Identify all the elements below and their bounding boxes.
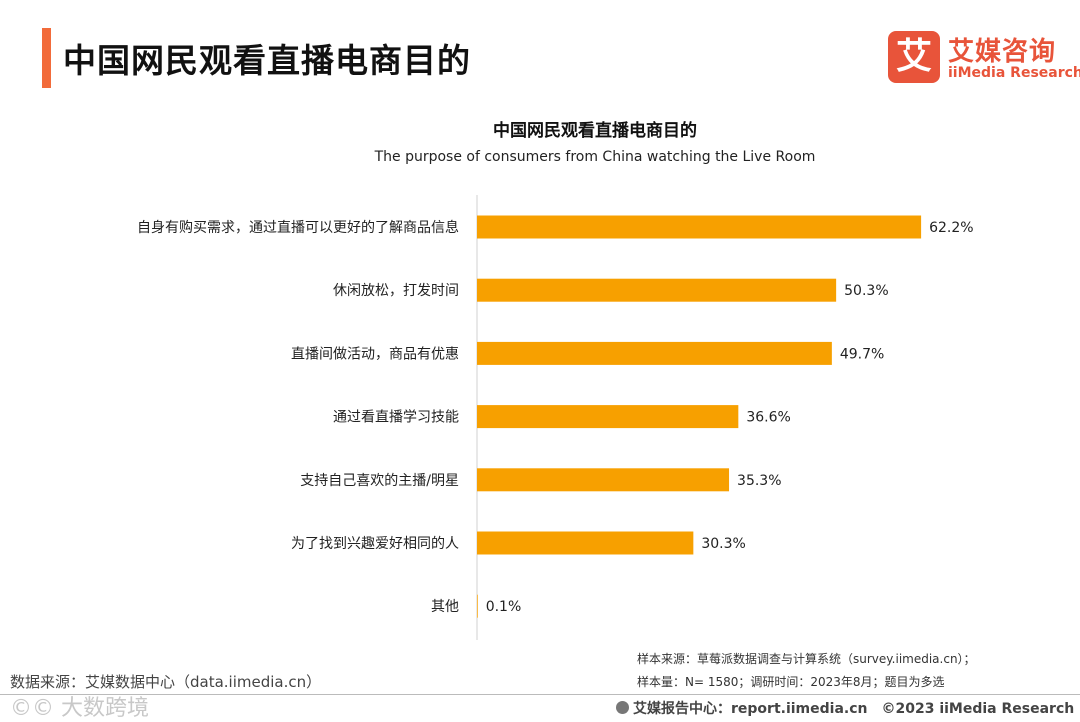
- bar: [477, 279, 836, 302]
- bar: [477, 468, 729, 491]
- category-label: 自身有购买需求，通过直播可以更好的了解商品信息: [137, 219, 459, 236]
- data-source-note: 数据来源：艾媒数据中心（data.iimedia.cn）: [10, 671, 321, 692]
- value-label: 50.3%: [844, 283, 888, 299]
- copyright-text: ©2023 iiMedia Research Inc: [882, 701, 1080, 717]
- category-label: 通过看直播学习技能: [333, 409, 459, 426]
- report-center-icon: [616, 701, 629, 714]
- value-label: 35.3%: [737, 473, 781, 489]
- value-label: 0.1%: [486, 599, 522, 615]
- value-label: 62.2%: [929, 220, 973, 236]
- bar: [477, 405, 738, 428]
- report-center-link[interactable]: 艾媒报告中心：report.iimedia.cn: [633, 701, 868, 717]
- bar: [477, 342, 832, 365]
- footer-divider: [0, 694, 1080, 695]
- value-label: 36.6%: [746, 410, 790, 426]
- sample-source-note: 样本来源：草莓派数据调查与计算系统（survey.iimedia.cn）；: [637, 650, 976, 667]
- category-label: 其他: [431, 599, 459, 615]
- value-label: 30.3%: [701, 536, 745, 552]
- category-label: 直播间做活动，商品有优惠: [291, 345, 459, 362]
- bar: [477, 216, 921, 239]
- category-label: 支持自己喜欢的主播/明星: [300, 473, 459, 489]
- bar: [477, 532, 693, 555]
- category-label: 休闲放松，打发时间: [333, 282, 459, 299]
- watermark-text: ©© 大数跨境: [10, 690, 149, 722]
- sample-size-note: 样本量：N= 1580；调研时间：2023年8月；题目为多选: [637, 673, 945, 690]
- value-label: 49.7%: [840, 346, 884, 362]
- category-label: 为了找到兴趣爱好相同的人: [291, 536, 459, 552]
- bar: [477, 595, 478, 618]
- footer-credits: 艾媒报告中心：report.iimedia.cn ©2023 iiMedia Re…: [616, 698, 1080, 718]
